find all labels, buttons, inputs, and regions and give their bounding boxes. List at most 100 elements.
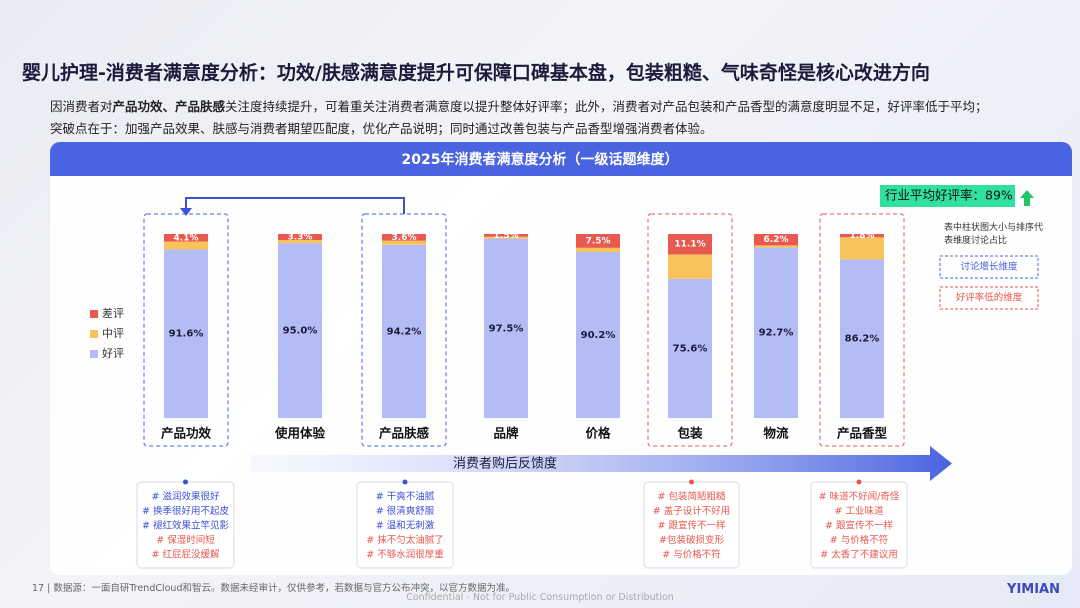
bar-segment xyxy=(164,249,208,418)
bar-segment xyxy=(164,234,208,242)
feedback-item: # 抹不匀太油腻了 xyxy=(366,534,443,546)
feedback-item: # 滋润效果很好 xyxy=(152,491,220,503)
flow-arrow xyxy=(250,446,952,481)
feedback-item: # 跟宣传不一样 xyxy=(658,520,726,532)
value-label: 6.2% xyxy=(764,235,789,245)
feedback-item: # 温和无刺激 xyxy=(376,520,435,532)
bar-segment xyxy=(754,245,798,248)
legend-swatch xyxy=(90,350,98,358)
value-label: 3.3% xyxy=(288,233,313,243)
x-tick-label: 包装 xyxy=(676,426,703,441)
intro-segment: 因消费者对 xyxy=(50,99,113,114)
value-label: 7.5% xyxy=(586,236,611,246)
feedback-item: # 味道不好闻/奇怪 xyxy=(819,491,900,503)
bar-segment xyxy=(382,244,426,418)
x-tick-label: 产品肤感 xyxy=(379,426,430,441)
chart-title: 2025年消费者满意度分析（一级话题维度） xyxy=(402,151,679,168)
page-title: 婴儿护理-消费者满意度分析：功效/肤感满意度提升可保障口碑基本盘，包装粗糙、气味… xyxy=(22,62,930,84)
note-wrap: 表中柱状图大小与排序代表维度讨论占比 xyxy=(944,223,1044,246)
value-label: 75.6% xyxy=(673,343,708,354)
feedback-dot xyxy=(183,479,188,485)
value-label: 95.0% xyxy=(283,326,318,337)
page-number: 17 xyxy=(32,583,45,594)
link-arrow-head xyxy=(180,208,192,216)
bar-segment xyxy=(840,237,884,260)
highlight-frame xyxy=(361,213,447,447)
legend-growth: 讨论增长维度 xyxy=(960,261,1018,273)
feedback-item: #包装破损变形 xyxy=(659,534,724,546)
industry-average-box xyxy=(880,185,1015,207)
bar-segment xyxy=(668,278,712,418)
source: 数据源：一面自研TrendCloud和智云。数据未经审计，仅供参考，若数据与官方… xyxy=(53,583,515,594)
legend-label: 好评 xyxy=(102,346,124,360)
feedback-item: # 褪红效果立竿见影 xyxy=(142,520,229,532)
confidential: Confidential - Not for Public Consumptio… xyxy=(406,592,674,603)
legend-label: 差评 xyxy=(102,306,124,320)
x-tick-label: 产品功效 xyxy=(161,426,212,441)
feedback-item: # 干爽不油腻 xyxy=(376,491,435,503)
feedback-item: # 太香了不建议用 xyxy=(820,549,897,561)
footer: 17 | 数据源：一面自研TrendCloud和智云。数据未经审计，仅供参考，若… xyxy=(32,583,515,594)
bar-segment xyxy=(278,234,322,241)
x-tick-label: 使用体验 xyxy=(274,426,326,441)
x-tick-label: 产品香型 xyxy=(837,426,888,441)
legend-low: 好评率低的维度 xyxy=(956,292,1023,304)
highlight-frame xyxy=(143,213,229,447)
bar-segment xyxy=(840,234,884,238)
bar-segment xyxy=(484,236,528,239)
highlight-frame xyxy=(819,213,905,447)
bar-segment xyxy=(840,259,884,418)
x-tick-label: 物流 xyxy=(763,426,789,441)
value-label: 94.2% xyxy=(387,326,422,337)
panel-header xyxy=(50,142,1072,176)
x-tick-label: 价格 xyxy=(585,426,611,441)
bar-segment xyxy=(278,243,322,418)
feedback-item: # 盖子设计不好用 xyxy=(653,505,730,517)
intro-line: 突破点在于：加强产品效果、肤感与消费者期望匹配度，优化产品说明；同时通过改善包装… xyxy=(50,121,713,136)
bar-segment xyxy=(576,247,620,253)
bar-segment xyxy=(668,234,712,255)
bar-segment xyxy=(484,234,528,237)
intro-line: 因消费者对产品功效、产品肤感关注度持续提升，可着重关注消费者满意度以提升整体好评… xyxy=(50,96,988,115)
feedback-item: # 跟宣传不一样 xyxy=(825,520,893,532)
bar-segment xyxy=(754,234,798,246)
highlight-frame xyxy=(647,213,733,447)
bar-segment xyxy=(278,240,322,244)
value-label: 3.6% xyxy=(392,233,417,243)
feedback-item: # 与价格不符 xyxy=(662,549,720,561)
up-arrow xyxy=(1020,190,1034,206)
bar-segment xyxy=(382,240,426,245)
value-label: 91.6% xyxy=(169,329,204,340)
feedback-dot xyxy=(402,479,408,485)
industry-average: 行业平均好评率：89% xyxy=(885,188,1013,203)
bar-segment xyxy=(754,247,798,418)
feedback-dot xyxy=(856,479,862,485)
feedback-dot xyxy=(689,479,694,485)
feedback-item: # 保湿时间短 xyxy=(156,534,215,546)
value-label: 86.2% xyxy=(845,334,880,345)
value-label: 4.1% xyxy=(174,233,199,243)
flow-label: 消费者购后反馈度 xyxy=(453,456,557,472)
value-label: 1.5% xyxy=(494,231,519,241)
x-tick-label: 品牌 xyxy=(493,426,519,441)
note: 表中柱状图大小与排序代表维度讨论占比 xyxy=(944,223,1044,246)
value-label: 90.2% xyxy=(581,330,616,341)
logo: YIMIAN xyxy=(1007,582,1060,597)
legend-label: 中评 xyxy=(102,327,124,340)
legend-swatch xyxy=(90,330,98,338)
link-arrow xyxy=(185,197,405,214)
feedback-item: # 与价格不符 xyxy=(830,534,888,546)
value-label: 92.7% xyxy=(759,328,794,339)
bar-segment xyxy=(164,241,208,250)
bar-segment xyxy=(576,234,620,248)
value-label: 1.8% xyxy=(850,231,875,241)
bar-segment xyxy=(484,238,528,418)
legend-swatch xyxy=(90,310,98,318)
intro-segment: 产品功效、产品肤感 xyxy=(112,99,226,114)
feedback-item: # 很清爽舒服 xyxy=(376,505,435,517)
intro-segment: 关注度持续提升，可着重关注消费者满意度以提升整体好评率；此外，消费者对产品包装和… xyxy=(225,99,988,114)
feedback-item: # 包装简陋粗糙 xyxy=(658,491,726,503)
bar-segment xyxy=(668,254,712,279)
